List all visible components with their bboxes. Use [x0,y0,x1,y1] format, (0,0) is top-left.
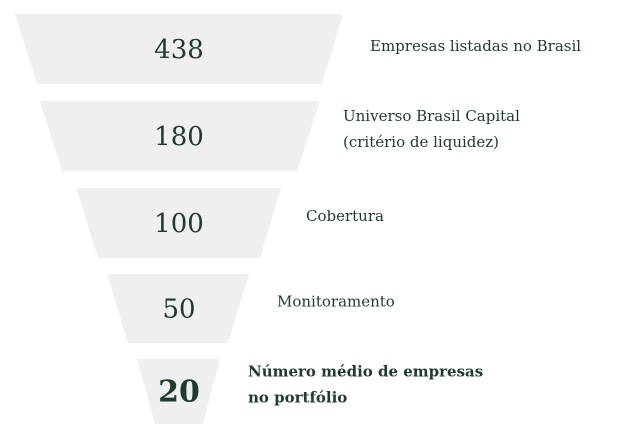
funnel-stage [76,188,281,258]
stage-label: Cobertura [306,207,384,225]
stage-value: 180 [154,122,204,152]
stage-value: 50 [162,295,195,325]
stage-label: Monitoramento [277,293,395,311]
stage-label: (critério de liquidez) [343,133,499,151]
stage-value: 438 [154,35,204,65]
funnel-stage [107,274,249,343]
stage-label: Universo Brasil Capital [343,107,520,125]
funnel-stage [137,359,220,424]
funnel-stage [40,101,320,171]
funnel-stage [15,14,343,84]
stage-label: Número médio de empresas [248,363,483,381]
stage-label: Empresas listadas no Brasil [370,37,581,55]
stage-label: no portfólio [248,389,347,407]
stage-value: 20 [158,375,200,410]
stage-value: 100 [154,209,204,239]
